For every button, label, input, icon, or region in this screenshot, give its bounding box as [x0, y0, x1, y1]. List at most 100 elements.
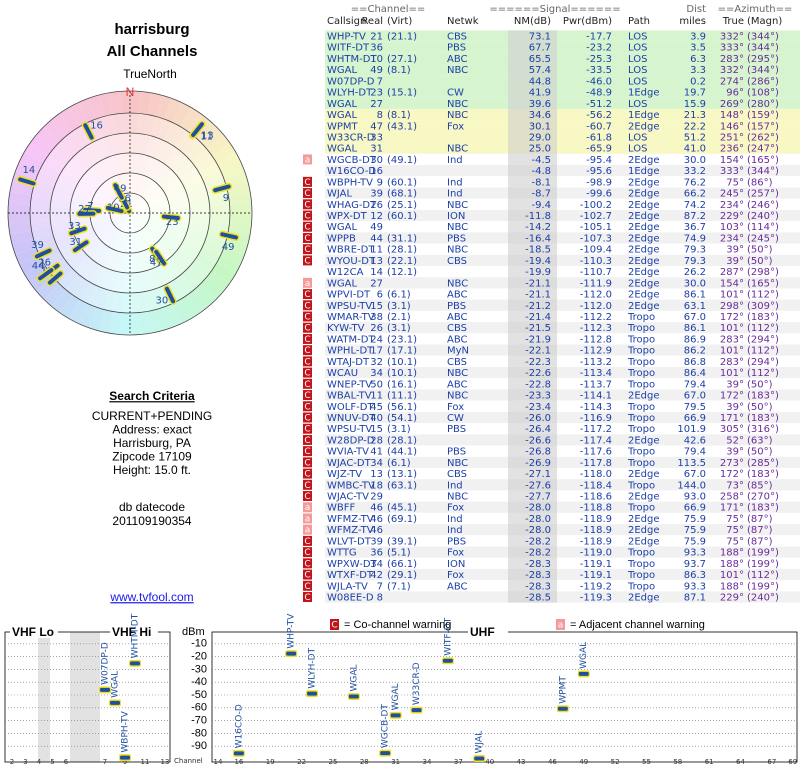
table-cell: (199°)	[747, 559, 779, 570]
column-header: Real	[361, 16, 383, 27]
radar-wedge	[19, 213, 130, 274]
warning-box	[303, 289, 312, 300]
table-cell: 75°	[726, 177, 744, 188]
table-cell: 154°	[720, 278, 744, 289]
radar-wedge	[130, 126, 224, 213]
x-tick-label: 37	[454, 758, 463, 766]
search-line: Zipcode 17109	[112, 450, 192, 464]
radar-spoke	[154, 249, 167, 266]
table-cell: NBC	[447, 65, 468, 76]
warning-box	[303, 210, 312, 221]
table-cell: 15	[370, 424, 383, 435]
table-cell: WBFF	[327, 503, 356, 514]
table-cell: (344°)	[747, 166, 779, 177]
signal-bar	[348, 694, 359, 699]
table-cell: (50°)	[747, 256, 773, 267]
radar-wedge	[130, 102, 191, 213]
table-cell: 36	[370, 43, 383, 54]
table-cell: WJAL	[327, 189, 353, 200]
table-cell: ION	[447, 559, 465, 570]
table-cell: 33.2	[684, 166, 706, 177]
table-cell: 283°	[720, 357, 744, 368]
row-bg	[325, 546, 800, 558]
table-cell: -26.4	[525, 424, 551, 435]
table-cell: 26	[370, 323, 383, 334]
row-bg	[325, 310, 800, 323]
radar-wedge	[51, 213, 130, 313]
table-cell: -51.2	[586, 99, 612, 110]
table-cell: 101°	[720, 290, 744, 301]
table-cell: CBS	[447, 469, 467, 480]
warning-box	[303, 446, 312, 457]
table-cell: 101.9	[677, 424, 706, 435]
table-cell: 73°	[726, 480, 744, 491]
table-cell: NBC	[447, 200, 468, 211]
table-cell: NBC	[447, 368, 468, 379]
table-cell: WMAR-TV	[327, 312, 375, 323]
signal-label: WGCB-DT	[381, 704, 391, 749]
table-cell: WPMT	[327, 121, 359, 132]
table-cell: LOS	[628, 32, 647, 43]
table-cell: -117.8	[580, 458, 612, 469]
table-cell: 8	[377, 593, 383, 604]
row-bg	[325, 344, 800, 356]
table-cell: 42	[370, 570, 383, 581]
signal-label: WHP-TV	[287, 613, 297, 649]
table-cell: -105.1	[580, 222, 612, 233]
uhf-frame	[211, 631, 798, 763]
panel-title-bg	[110, 626, 158, 638]
table-cell: (6.1)	[387, 458, 411, 469]
table-cell: Fox	[447, 570, 464, 581]
table-cell: -28.0	[525, 525, 551, 536]
table-cell: -118.9	[580, 525, 612, 536]
table-cell: (3.1)	[387, 301, 411, 312]
radar-wedge	[130, 202, 252, 213]
table-cell: 86.8	[684, 357, 706, 368]
table-cell: 274°	[720, 76, 744, 87]
table-cell: -9.4	[531, 200, 551, 211]
table-cell: Tropo	[627, 424, 655, 435]
radar-wedge	[130, 213, 252, 235]
table-cell: WJAC-TV	[327, 492, 369, 503]
table-cell: 29	[370, 492, 383, 503]
table-cell: NBC	[447, 492, 468, 503]
search-line: Harrisburg, PA	[113, 436, 191, 450]
group-header: ==Azimuth==	[718, 4, 793, 15]
table-cell: WTAJ-DT	[327, 357, 370, 368]
table-cell: -60.7	[586, 121, 612, 132]
signal-bar	[110, 700, 120, 705]
y-tick-label: -70	[191, 715, 207, 727]
table-cell: W12CA	[327, 267, 364, 278]
table-cell: WTTG	[327, 548, 357, 559]
nm-column-bg	[508, 30, 557, 603]
table-cell: 40	[370, 413, 383, 424]
table-cell: (112°)	[747, 570, 779, 581]
table-cell: 87.1	[684, 593, 706, 604]
table-cell: 57.4	[529, 65, 551, 76]
table-cell: -27.7	[525, 492, 551, 503]
site-link[interactable]: www.tvfool.com	[109, 590, 193, 604]
table-cell: WGAL	[327, 222, 357, 233]
table-cell: 234°	[720, 233, 744, 244]
radar-wedge	[130, 213, 172, 331]
table-cell: WBAL-TV	[327, 391, 372, 402]
row-bg	[325, 142, 800, 154]
warning-box	[303, 468, 312, 479]
table-cell: (69.1)	[387, 514, 417, 525]
table-cell: WOLF-DT	[327, 402, 374, 413]
warning-mark: C	[304, 178, 310, 188]
radar-label: 23	[166, 217, 179, 228]
table-cell: Tropo	[627, 480, 655, 491]
panel-title-bg	[10, 626, 58, 638]
warning-mark: a	[305, 526, 311, 536]
table-cell: -56.2	[586, 110, 612, 121]
table-cell: -109.4	[580, 245, 612, 256]
radar-wedge	[130, 107, 200, 213]
table-cell: (112°)	[747, 290, 779, 301]
table-cell: (344°)	[747, 43, 779, 54]
radar: N213610497232784733313016939261249441113…	[7, 85, 253, 336]
warning-box	[303, 300, 312, 311]
table-cell: 79.3	[684, 245, 706, 256]
table-cell: (5.1)	[387, 548, 411, 559]
table-cell: LOS	[628, 43, 647, 54]
